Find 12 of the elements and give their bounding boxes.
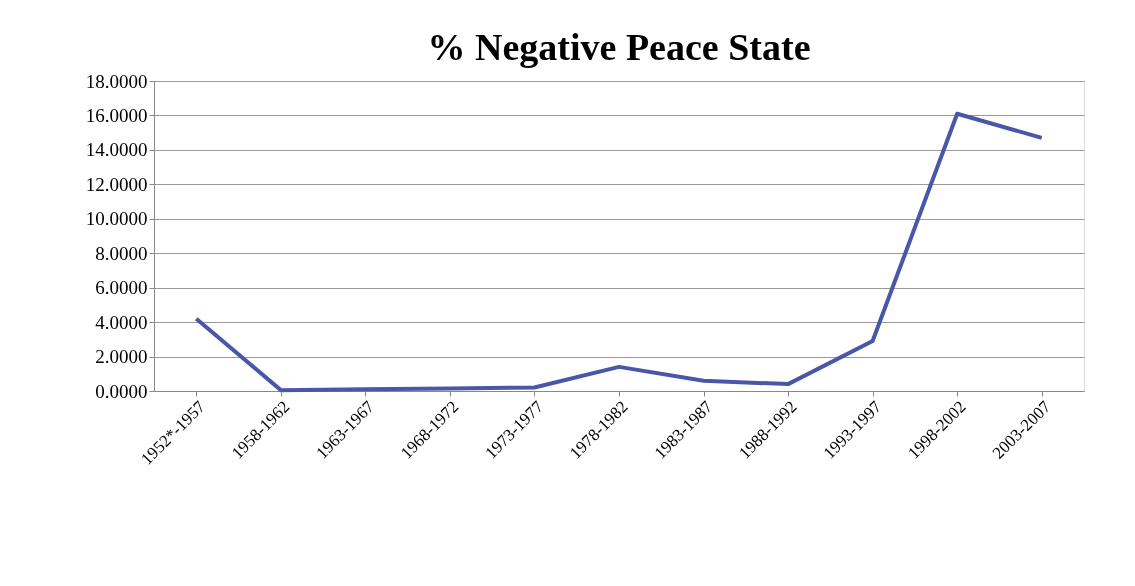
y-tick-label: 2.0000 <box>95 346 148 368</box>
y-tick-label: 8.0000 <box>95 242 148 264</box>
y-tick-label: 12.0000 <box>85 173 148 195</box>
y-tick-label: 6.0000 <box>95 277 148 299</box>
y-tick-label: 14.0000 <box>85 139 148 161</box>
chart-title: % Negative Peace State <box>427 26 811 68</box>
y-tick-label: 10.0000 <box>85 208 148 230</box>
line-series <box>194 111 1044 393</box>
y-tick-label: 18.0000 <box>85 70 148 92</box>
y-tick-label: 4.0000 <box>95 311 148 333</box>
y-tick-label: 16.0000 <box>85 104 148 126</box>
y-tick-label: 0.0000 <box>95 380 148 402</box>
